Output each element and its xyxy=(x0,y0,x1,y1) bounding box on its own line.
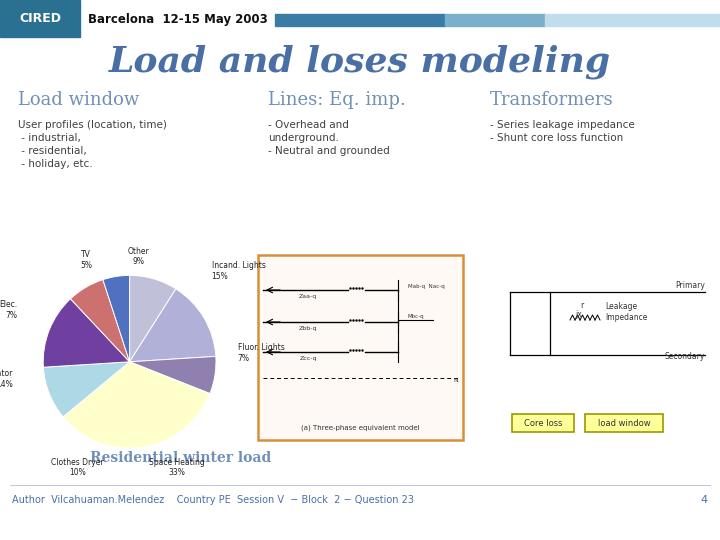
Text: Transformers: Transformers xyxy=(490,91,613,109)
Bar xyxy=(0,0,80,37)
Text: Space Heating
33%: Space Heating 33% xyxy=(149,457,205,477)
Text: Secondary: Secondary xyxy=(665,352,705,361)
Text: Lines: Eq. imp.: Lines: Eq. imp. xyxy=(268,91,406,109)
Text: jx: jx xyxy=(575,310,582,319)
Text: Zbb-q: Zbb-q xyxy=(299,326,318,331)
Text: N: N xyxy=(453,378,458,383)
Text: - holiday, etc.: - holiday, etc. xyxy=(18,159,93,169)
Wedge shape xyxy=(43,362,130,417)
Bar xyxy=(275,14,445,26)
Text: Refrigerator
14%: Refrigerator 14% xyxy=(0,369,13,389)
Text: User profiles (location, time): User profiles (location, time) xyxy=(18,120,167,130)
Text: Other
9%: Other 9% xyxy=(127,247,149,266)
Text: load window: load window xyxy=(598,418,650,428)
Text: r: r xyxy=(580,301,583,310)
Text: Leakage
Impedance: Leakage Impedance xyxy=(605,302,647,322)
Text: - Series leakage impedance: - Series leakage impedance xyxy=(490,120,635,130)
Wedge shape xyxy=(63,362,210,448)
Text: - Overhead and: - Overhead and xyxy=(268,120,349,130)
Text: Mab-q  Nac-q: Mab-q Nac-q xyxy=(408,284,445,289)
Text: CIRED: CIRED xyxy=(19,12,61,25)
Text: Mbc-q: Mbc-q xyxy=(408,314,425,319)
Text: - Neutral and grounded: - Neutral and grounded xyxy=(268,146,390,156)
Wedge shape xyxy=(130,289,216,362)
Bar xyxy=(545,14,720,26)
Text: (a) Three-phase equivalent model: (a) Three-phase equivalent model xyxy=(301,425,420,431)
Text: Load window: Load window xyxy=(18,91,139,109)
Text: - Shunt core loss function: - Shunt core loss function xyxy=(490,133,624,143)
Wedge shape xyxy=(71,280,130,362)
Text: 4: 4 xyxy=(701,495,708,505)
Text: - residential,: - residential, xyxy=(18,146,86,156)
Wedge shape xyxy=(103,275,130,362)
Bar xyxy=(445,14,545,26)
Text: Clothes Dryer
10%: Clothes Dryer 10% xyxy=(51,457,104,477)
Text: Barcelona  12-15 May 2003: Barcelona 12-15 May 2003 xyxy=(88,12,268,25)
Text: Core loss: Core loss xyxy=(523,418,562,428)
Bar xyxy=(258,255,463,440)
Text: Load and loses modeling: Load and loses modeling xyxy=(109,45,611,79)
Bar xyxy=(512,414,574,432)
Bar xyxy=(585,414,663,432)
Text: - industrial,: - industrial, xyxy=(18,133,81,143)
Text: Author  Vilcahuaman.Melendez    Country PE  Session V  − Block  2 − Question 23: Author Vilcahuaman.Melendez Country PE S… xyxy=(12,495,414,505)
Text: Incand. Lights
15%: Incand. Lights 15% xyxy=(212,261,266,281)
Text: Zaa-q: Zaa-q xyxy=(299,294,317,299)
Text: Fluor. Lights
7%: Fluor. Lights 7% xyxy=(238,343,284,363)
Text: Primary: Primary xyxy=(675,281,705,290)
Text: TV
5%: TV 5% xyxy=(81,250,92,269)
Text: Elec.
7%: Elec. 7% xyxy=(0,300,17,320)
Text: Zcc-q: Zcc-q xyxy=(300,356,317,361)
Text: underground.: underground. xyxy=(268,133,339,143)
Wedge shape xyxy=(130,356,216,394)
Text: Residential winter load: Residential winter load xyxy=(90,451,271,465)
Wedge shape xyxy=(43,299,130,367)
Wedge shape xyxy=(130,275,176,362)
